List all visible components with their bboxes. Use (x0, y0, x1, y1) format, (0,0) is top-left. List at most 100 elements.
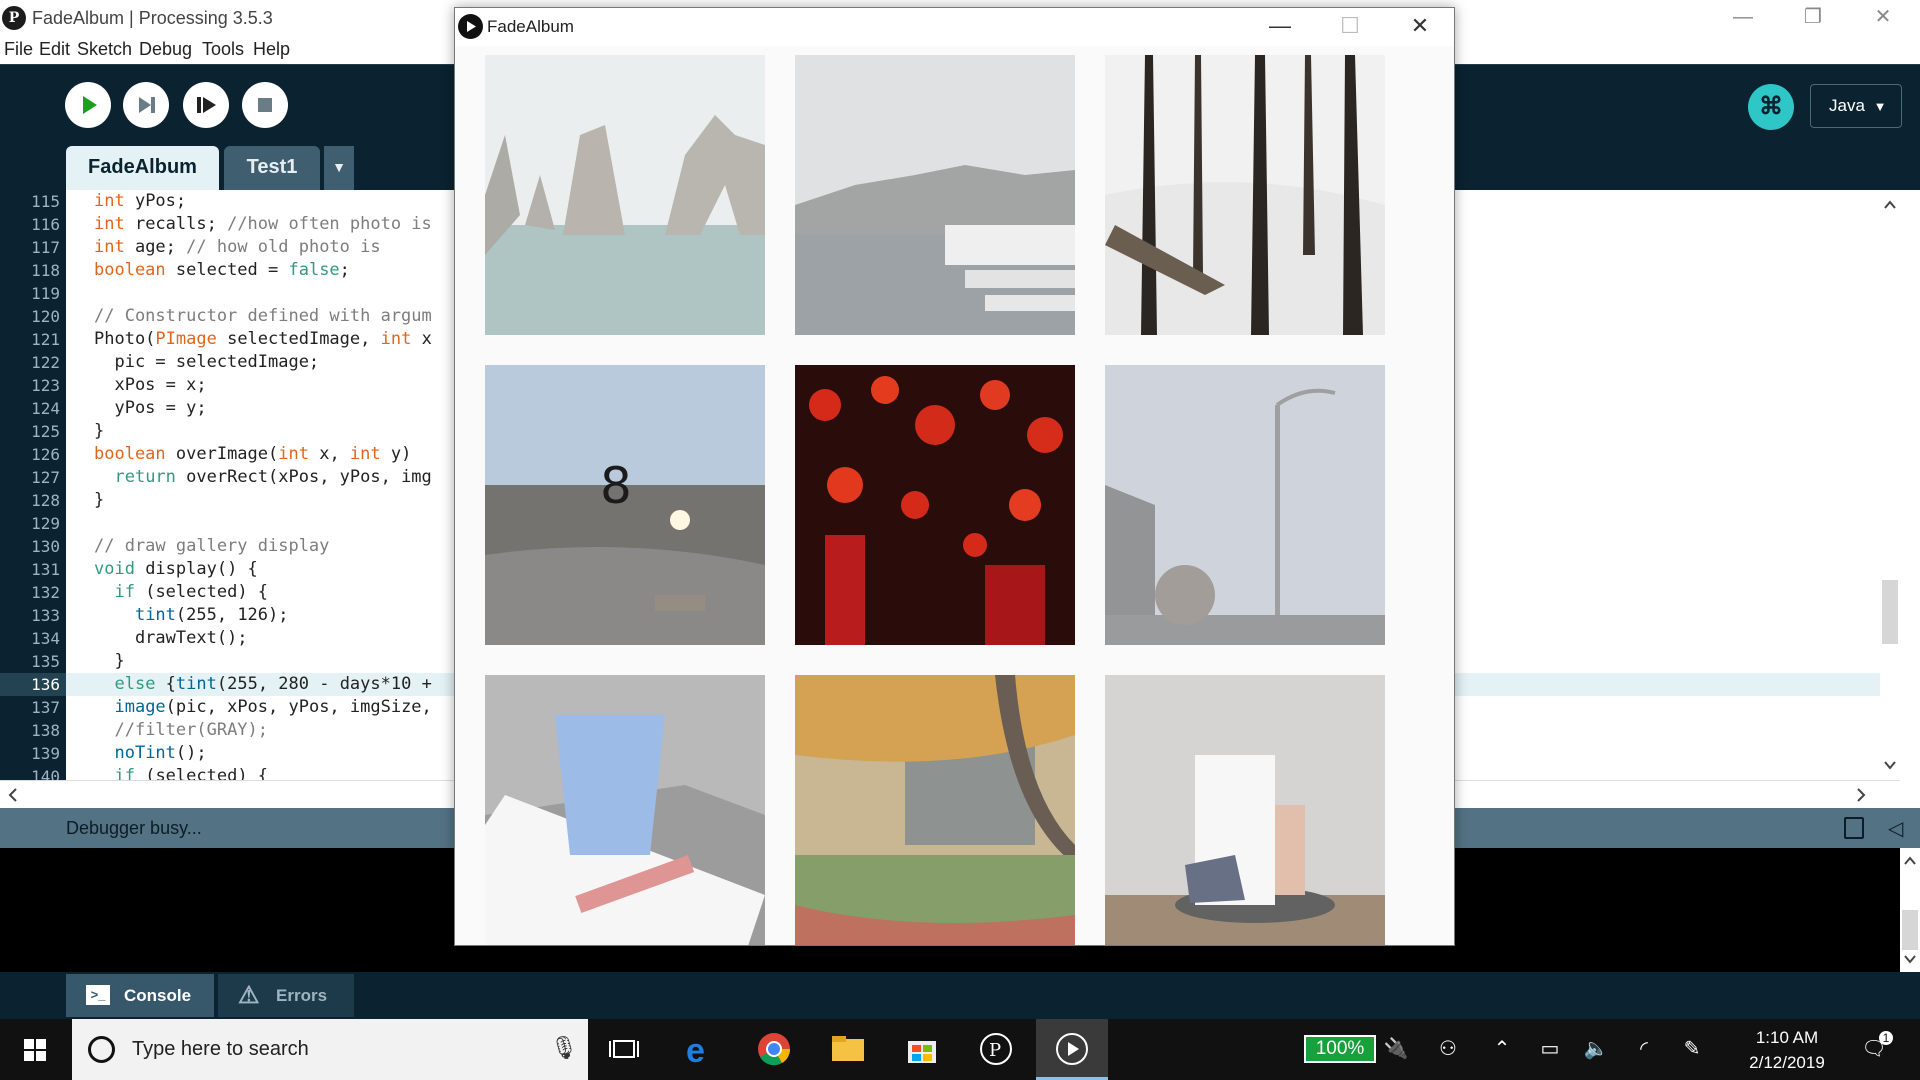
sketch-play-icon (1056, 1033, 1088, 1065)
menu-edit[interactable]: Edit (39, 39, 71, 59)
code-line[interactable]: image(pic, xPos, yPos, imgSize, (66, 696, 1880, 719)
line-number: 129 (31, 514, 60, 533)
file-explorer-taskbar-button[interactable] (812, 1019, 884, 1080)
sketch-taskbar-button[interactable] (1036, 1019, 1108, 1080)
code-token: (); (175, 743, 207, 763)
code-line[interactable]: } (66, 489, 1880, 512)
task-view-button[interactable] (588, 1019, 660, 1080)
autumn-tree-photo (795, 675, 1075, 945)
photo-tile[interactable] (1105, 55, 1385, 335)
code-line[interactable]: yPos = y; (66, 397, 1880, 420)
code-line[interactable]: // draw gallery display (66, 535, 1880, 558)
edge-taskbar-button[interactable]: e (664, 1019, 736, 1080)
continue-button[interactable] (183, 82, 229, 128)
code-line[interactable]: pic = selectedImage; (66, 351, 1880, 374)
photo-tile[interactable] (795, 365, 1075, 645)
power-plug-icon[interactable]: 🔌 (1383, 1038, 1409, 1060)
photo-tile[interactable] (1105, 365, 1385, 645)
menu-sketch[interactable]: Sketch (77, 39, 133, 59)
code-line[interactable]: } (66, 650, 1880, 673)
code-line[interactable]: //filter(GRAY); (66, 719, 1880, 742)
chevron-up-icon[interactable]: ⌃ (1493, 1038, 1511, 1060)
code-line[interactable]: int recalls; //how often photo is (66, 213, 1880, 236)
photo-tile[interactable] (485, 675, 765, 945)
code-line[interactable]: } (66, 420, 1880, 443)
code-token: overImage( (165, 444, 279, 464)
photo-tile[interactable] (485, 55, 765, 335)
code-line[interactable]: tint(255, 126); (66, 604, 1880, 627)
code-token: xPos = x; (94, 375, 207, 395)
ide-minimize-button[interactable]: — (1733, 6, 1753, 28)
step-icon (139, 97, 155, 113)
tab-console[interactable]: >_ Console (66, 974, 214, 1017)
chrome-taskbar-button[interactable] (738, 1019, 810, 1080)
debugger-icon[interactable]: ⌘ (1748, 84, 1794, 130)
photo-tile[interactable] (795, 55, 1075, 335)
sketch-minimize-button[interactable]: — (1269, 13, 1291, 38)
code-line[interactable]: // Constructor defined with argum (66, 305, 1880, 328)
editor-vertical-scrollbar[interactable] (1880, 190, 1900, 780)
sketch-close-button[interactable]: ✕ (1410, 13, 1430, 38)
pen-icon[interactable]: ✎ (1683, 1038, 1701, 1060)
code-line[interactable]: noTint(); (66, 742, 1880, 765)
code-token: (255, 280 - days*10 + (216, 674, 432, 694)
sketch-maximize-button[interactable]: ☐ (1340, 13, 1360, 38)
taskbar-search-box[interactable]: Type here to search 🎙 (72, 1019, 588, 1080)
ide-restore-button[interactable]: ❐ (1804, 6, 1822, 28)
code-token: // draw gallery display (94, 536, 330, 556)
notification-count: 1 (1879, 1031, 1893, 1045)
photo-tile[interactable] (795, 675, 1075, 945)
code-token: { (155, 674, 176, 694)
menu-tools[interactable]: Tools (202, 39, 245, 59)
wifi-icon[interactable]: ◜ (1640, 1038, 1648, 1060)
line-number: 118 (31, 261, 60, 280)
volume-icon[interactable]: 🔈 (1583, 1038, 1609, 1060)
code-token: boolean (94, 444, 166, 464)
step-button[interactable] (123, 82, 169, 128)
microphone-icon[interactable]: 🎙 (550, 1035, 578, 1060)
ide-close-button[interactable]: ✕ (1874, 6, 1892, 28)
processing-taskbar-button[interactable]: P (960, 1019, 1032, 1080)
snowy-forest-photo (1105, 55, 1385, 335)
code-token: int (94, 214, 125, 234)
code-line[interactable]: int yPos; (66, 190, 1880, 213)
line-number: 127 (31, 468, 60, 487)
code-line[interactable]: boolean selected = false; (66, 259, 1880, 282)
photo-tile[interactable]: 8 (485, 365, 765, 645)
code-line[interactable]: int age; // how old photo is (66, 236, 1880, 259)
collapse-console-icon[interactable]: ◁ (1888, 818, 1904, 840)
people-icon[interactable]: ⚇ (1439, 1038, 1457, 1060)
code-token: Photo( (94, 329, 156, 349)
code-line[interactable]: if (selected) { (66, 581, 1880, 604)
action-center-button[interactable]: 🗨 1 (1852, 1019, 1896, 1080)
code-line[interactable]: if (selected) { (66, 765, 1880, 780)
run-button[interactable] (65, 82, 111, 128)
stop-button[interactable] (242, 82, 288, 128)
code-line[interactable]: boolean overImage(int x, int y) (66, 443, 1880, 466)
code-token (94, 697, 114, 717)
code-token: yPos = y; (94, 398, 207, 418)
cortana-icon (88, 1036, 115, 1063)
tab-errors[interactable]: ⚠ Errors (218, 974, 354, 1017)
code-token (94, 467, 114, 487)
system-clock[interactable]: 1:10 AM 2/12/2019 (1732, 1025, 1842, 1075)
menu-file[interactable]: File (4, 39, 34, 59)
code-line[interactable]: xPos = x; (66, 374, 1880, 397)
tab-menu-button[interactable]: ▼ (324, 146, 354, 190)
menu-help[interactable]: Help (253, 39, 291, 59)
tab-test1[interactable]: Test1 (224, 146, 320, 190)
code-line[interactable]: return overRect(xPos, yPos, img (66, 466, 1880, 489)
code-line[interactable]: drawText(); (66, 627, 1880, 650)
store-taskbar-button[interactable] (886, 1019, 958, 1080)
tab-fadealbum[interactable]: FadeAlbum (66, 146, 219, 190)
battery-percentage-badge[interactable]: 100% (1304, 1035, 1376, 1063)
code-line[interactable]: Photo(PImage selectedImage, int x (66, 328, 1880, 351)
photo-tile[interactable] (1105, 675, 1385, 945)
code-line[interactable]: void display() { (66, 558, 1880, 581)
battery-icon[interactable]: ▭ (1540, 1038, 1560, 1060)
console-scrollbar[interactable] (1900, 848, 1920, 972)
start-button[interactable] (0, 1019, 72, 1080)
copy-icon[interactable] (1844, 817, 1864, 839)
mode-selector[interactable]: Java ▼ (1810, 84, 1902, 128)
menu-debug[interactable]: Debug (139, 39, 193, 59)
